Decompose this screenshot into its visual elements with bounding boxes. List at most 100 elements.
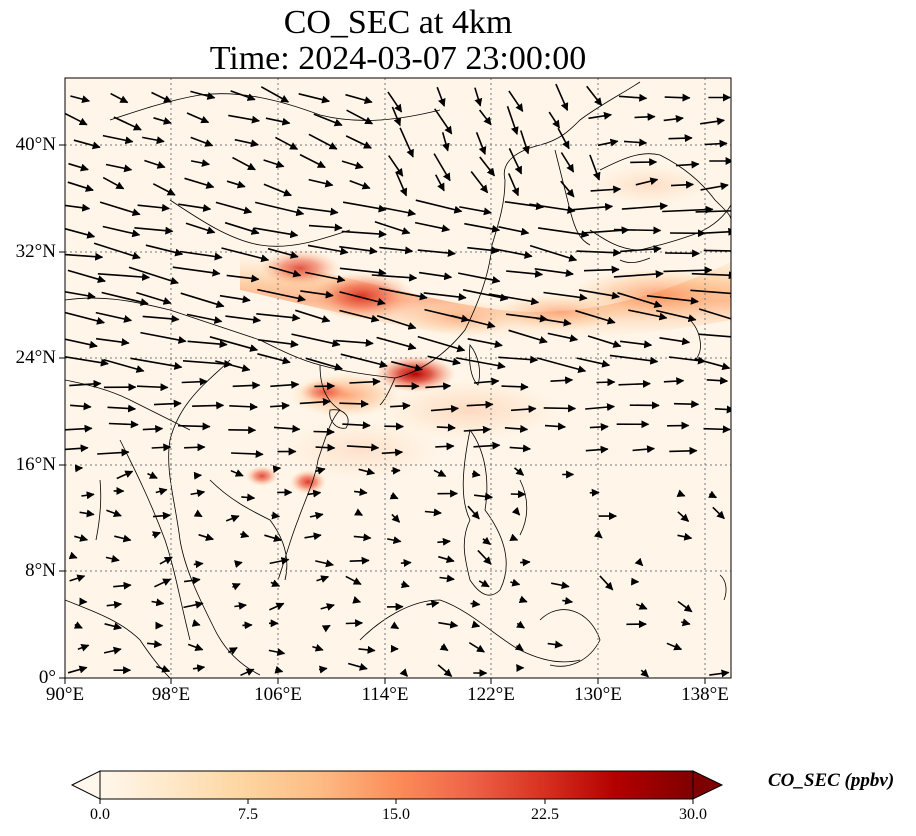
wind-vector [514, 643, 524, 652]
wind-vector [187, 340, 228, 349]
wind-vector [504, 201, 545, 211]
wind-vector [620, 245, 662, 254]
wind-vector [353, 533, 372, 542]
wind-vector [151, 598, 165, 607]
wind-vector [436, 86, 446, 107]
wind-vector [271, 511, 281, 520]
wind-vector [102, 176, 125, 190]
wind-vector [588, 111, 612, 120]
wind-vector [690, 289, 731, 298]
wind-vector [234, 560, 243, 568]
wind-vector [193, 471, 202, 480]
y-tick-label: 8°N [25, 560, 56, 581]
wind-vector [232, 381, 261, 390]
wind-vector [268, 265, 302, 278]
wind-vector [105, 554, 120, 563]
wind-vector [703, 425, 731, 434]
wind-vector [103, 646, 122, 655]
wind-vector [69, 379, 102, 388]
wind-vector [178, 203, 212, 212]
wind-vector [73, 621, 83, 629]
wind-vector [226, 180, 246, 189]
wind-vector [613, 270, 664, 279]
wind-vector [192, 664, 206, 673]
wind-vector [65, 311, 105, 325]
wind-vector [153, 117, 172, 125]
wind-vector [374, 221, 411, 235]
wind-vector [341, 230, 387, 238]
wind-vector [534, 268, 574, 278]
wind-vector [315, 559, 334, 568]
wind-vector [618, 93, 648, 102]
wind-vector [257, 288, 306, 303]
wind-vector [130, 357, 183, 370]
wind-vector [665, 249, 701, 258]
wind-vector [399, 668, 408, 677]
wind-vector [137, 203, 170, 212]
colorbar-tick-label: 15.0 [382, 806, 410, 823]
wind-vector [466, 400, 494, 409]
wind-vector [65, 112, 88, 126]
wind-vector [609, 354, 659, 365]
wind-vector [704, 139, 728, 148]
wind-vector [456, 357, 506, 370]
wind-vector [414, 221, 451, 233]
wind-vector [576, 248, 622, 257]
wind-vector [418, 271, 453, 281]
wind-vector [664, 93, 691, 102]
wind-vector [297, 206, 339, 216]
wind-vector [458, 272, 501, 284]
wind-vector [376, 336, 417, 351]
wind-vector [349, 377, 381, 386]
wind-vector [190, 90, 216, 100]
wind-vector [300, 290, 334, 299]
wind-vector [74, 534, 89, 542]
wind-vector [315, 466, 326, 475]
wind-vector [65, 252, 104, 261]
wind-vector [230, 90, 256, 101]
wind-vector [507, 173, 520, 197]
wind-vector [543, 404, 577, 413]
wind-vector [299, 153, 326, 169]
wind-vector [681, 618, 691, 627]
wind-vector [509, 444, 531, 453]
wind-vector [345, 619, 364, 628]
x-tick-label: 106°E [254, 684, 302, 705]
wind-vector [434, 108, 453, 135]
wind-vector [108, 420, 139, 429]
wind-vector [65, 424, 93, 433]
wind-vector [708, 490, 718, 499]
wind-vector [97, 448, 130, 457]
wind-vector [677, 600, 693, 613]
wind-vector [97, 272, 151, 281]
wind-vector [142, 424, 164, 433]
wind-vector [572, 202, 614, 211]
wind-vector [313, 427, 335, 436]
wind-vector [434, 174, 445, 192]
wind-vector [65, 444, 89, 453]
wind-vector [698, 333, 731, 338]
wind-vector [423, 292, 467, 301]
wind-vector [706, 376, 729, 385]
wind-vector [153, 399, 182, 408]
wind-vector [438, 555, 455, 564]
wind-vector [260, 86, 290, 103]
wind-vector [107, 404, 137, 413]
wind-vector [221, 247, 270, 263]
wind-vector [663, 114, 684, 123]
wind-vector [518, 595, 528, 604]
wind-vector [663, 377, 685, 386]
wind-vector [136, 383, 169, 392]
wind-vector [339, 267, 387, 277]
wind-vector [70, 95, 91, 104]
wind-vector [536, 317, 572, 327]
wind-vector [676, 160, 700, 169]
wind-vector [172, 266, 221, 277]
wind-vector [358, 645, 376, 654]
wind-vector [159, 556, 173, 565]
wind-vector [371, 273, 418, 282]
wind-vector [320, 603, 335, 611]
wind-vector [575, 309, 616, 325]
wind-vector [467, 505, 480, 520]
